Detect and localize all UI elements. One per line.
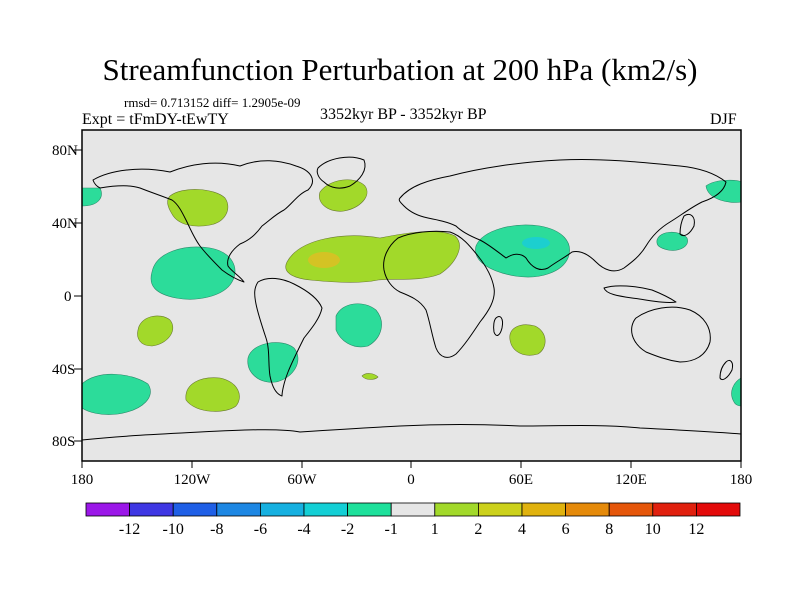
coastline-australia [631,306,711,363]
colorbar-swatch [347,502,392,517]
colorbar-swatch [565,502,610,517]
anomaly-neg-south-pacific-east [247,342,299,383]
coastline-south-america [254,277,323,397]
anomaly-neg-pacific-tropical [150,246,236,300]
colorbar-label: -8 [210,521,223,538]
colorbar-label: 6 [562,521,570,538]
anomaly-pos-north-atlantic [319,179,368,212]
anomaly-neg-core [522,237,550,249]
colorbar-label: 4 [518,521,526,538]
coastline-africa [383,230,495,358]
anomaly-pos-core [308,252,340,268]
colorbar-label: 2 [474,521,482,538]
colorbar-label: 12 [688,521,704,538]
colorbar-swatch [216,502,261,517]
colorbar-label: -1 [385,521,398,538]
lon-label-60w: 60W [287,472,317,488]
anomaly-pos-south-atlantic-small [361,373,379,380]
anomaly-pos-indian-ocean [509,324,546,356]
lon-label-0: 0 [407,472,415,488]
lat-label-0: 0 [64,289,72,305]
coastline-antarctica [81,424,742,441]
colorbar-swatch [172,502,218,517]
colorbar-swatch [477,502,523,517]
anomaly-pos-north-america [167,189,229,227]
lon-label-120w: 120W [174,472,212,488]
coastline-madagascar [493,315,503,336]
anomaly-neg-south-pacific-west [81,373,151,415]
colorbar-swatch [434,502,479,517]
colorbar-label: -6 [254,521,267,538]
coastline-eurasia [398,158,727,272]
colorbar-swatch [390,502,436,517]
experiment-label: Expt = tFmDY-tEwTY [82,111,229,128]
lat-label-80s: 80S [52,434,75,450]
colorbar-label: 1 [431,521,439,538]
season-label: DJF [710,111,737,128]
chart-title: Streamfunction Perturbation at 200 hPa (… [102,52,698,87]
lon-label-180w: 180 [71,472,94,488]
colorbar-swatch [129,502,174,517]
anomaly-pos-atlantic-band [285,231,460,283]
colorbar-swatch [521,502,566,517]
colorbar-label: -4 [297,521,310,538]
coastline-japan [679,213,695,237]
anomaly-pos-south-pacific [137,315,174,347]
anomaly-neg-south-atlantic [335,303,382,348]
anomaly-neg-arabia [475,224,570,278]
lat-label-40s: 40S [52,362,75,378]
anomaly-pos-south-ocean-west [185,377,240,412]
colorbar-swatch [85,502,130,517]
coastline-indonesia [603,285,677,303]
coastline-greenland [316,156,366,189]
colorbar-swatch [696,502,741,517]
lon-label-60e: 60E [509,472,533,488]
coastline-new-zealand [719,359,733,381]
anomaly-neg-west-pacific [656,231,688,251]
colorbar-swatch [652,502,697,517]
lon-label-180e: 180 [730,472,753,488]
colorbar-label: -12 [119,521,140,538]
colorbar-label: -10 [163,521,184,538]
colorbar-swatch [259,502,305,517]
colorbar-label: -2 [341,521,354,538]
stats-text: rmsd= 0.713152 diff= 1.2905e-09 [124,95,301,110]
period-label: 3352kyr BP - 3352kyr BP [320,106,487,123]
colorbar: -12 -10 -8 -6 -4 -2 -1 1 2 4 6 8 10 12 [85,502,741,538]
lat-label-40n: 40N [52,216,78,232]
coastline-north-america [92,160,313,283]
colorbar-swatch [303,502,348,517]
colorbar-label: 10 [645,521,661,538]
colorbar-swatch [608,502,654,517]
lon-label-120e: 120E [615,472,647,488]
lat-label-80n: 80N [52,143,78,159]
colorbar-label: 8 [605,521,613,538]
